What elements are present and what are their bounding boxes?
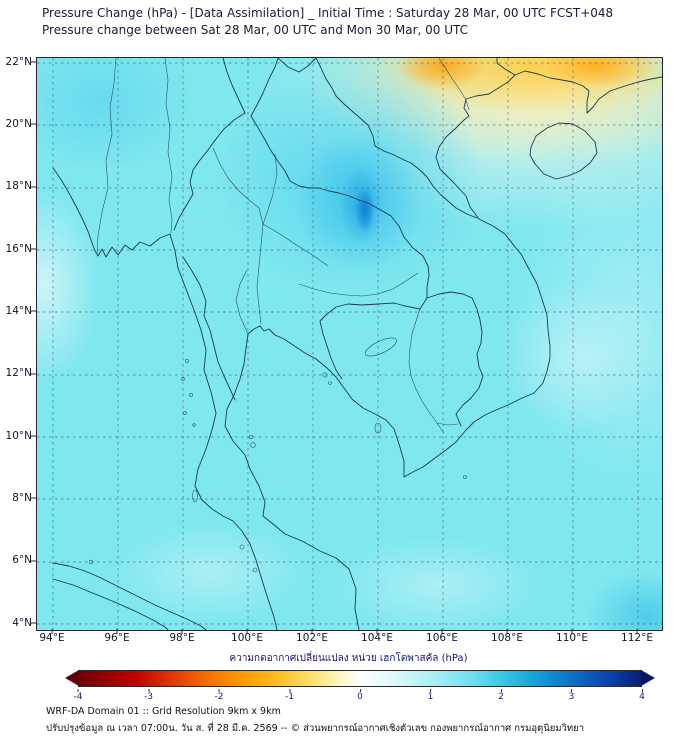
lat-label-22n: 22°N <box>5 56 32 68</box>
map-canvas <box>36 57 663 631</box>
border-thailand-myanmar-north <box>173 112 246 231</box>
colorbar <box>65 670 655 687</box>
lat-label-6n: 6°N <box>12 554 32 566</box>
lon-label-108e: 108°E <box>491 632 523 644</box>
border-myanmar-china-laos-top <box>222 58 317 117</box>
colorbar-tick: 4 <box>639 689 645 702</box>
graticule-gridlines <box>37 58 662 630</box>
colorbar-tick: -1 <box>285 689 294 702</box>
lat-label-8n: 8°N <box>12 492 32 504</box>
lon-label-102e: 102°E <box>296 632 328 644</box>
lat-label-18n: 18°N <box>5 180 32 192</box>
lon-label-112e: 112°E <box>621 632 653 644</box>
lon-label-106e: 106°E <box>426 632 458 644</box>
border-tenasserim <box>182 256 236 401</box>
lon-label-98e: 98°E <box>169 632 195 644</box>
border-laos-vietnam <box>315 58 478 219</box>
colorbar-tick: 3 <box>568 689 575 702</box>
river-red-river <box>438 58 470 111</box>
colorbar-tick: 0 <box>357 689 363 702</box>
figure-title-line2: Pressure change between Sat 28 Mar, 00 U… <box>42 23 468 37</box>
coastline-myanmar-west-peninsula <box>52 167 278 630</box>
border-vietnam-china <box>496 58 516 76</box>
colorbar-tick: -2 <box>214 689 224 702</box>
river-irrawaddy <box>96 58 117 255</box>
colorbar-right-arrow <box>641 670 655 686</box>
sumatra-coastline <box>52 562 207 630</box>
river-mekong-cambodia <box>408 308 459 434</box>
border-thailand-cambodia <box>319 302 421 380</box>
colorbar-title: ความกดอากาศเปลี่ยนแปลง หน่วย เฮกโตพาสคัล… <box>229 653 468 664</box>
small-islands <box>88 359 467 573</box>
river-nan <box>262 153 278 225</box>
colorbar-tick: -3 <box>144 689 153 702</box>
lat-label-10n: 10°N <box>5 430 32 442</box>
lon-label-94e: 94°E <box>39 632 65 644</box>
river-chao-phraya <box>212 147 264 325</box>
footer-update-copyright: ปรับปรุงข้อมูล ณ เวลา 07:00น. วัน ส. ที่… <box>46 723 585 734</box>
lon-label-100e: 100°E <box>231 632 263 644</box>
coastline-gulf-vietnam-china <box>224 70 662 630</box>
river-mun <box>298 272 419 297</box>
lon-label-96e: 96°E <box>104 632 130 644</box>
lake-tonle-sap <box>365 337 397 357</box>
lat-label-4n: 4°N <box>12 617 32 629</box>
lat-label-12n: 12°N <box>5 367 32 379</box>
colorbar-tick: 1 <box>427 689 434 702</box>
colorbar-left-arrow <box>65 670 79 686</box>
lat-label-14n: 14°N <box>5 305 32 317</box>
river-salween <box>164 58 173 234</box>
lon-label-104e: 104°E <box>361 632 393 644</box>
interior-range-lines <box>235 223 329 335</box>
colorbar-tick: -4 <box>73 689 83 702</box>
map-geography-svg <box>37 58 662 630</box>
footer-model-info: WRF-DA Domain 01 :: Grid Resolution 9km … <box>46 706 281 717</box>
lon-label-110e: 110°E <box>556 632 588 644</box>
lat-label-16n: 16°N <box>5 243 32 255</box>
colorbar-tick: 2 <box>498 689 504 702</box>
hainan-island <box>529 122 598 180</box>
lat-label-20n: 20°N <box>5 118 32 130</box>
border-thailand-laos-mekong <box>250 115 430 310</box>
colorbar-tick-labels: -4 -3 -2 -1 0 1 2 3 4 <box>74 689 645 702</box>
figure-title-line1: Pressure Change (hPa) - [Data Assimilati… <box>42 6 614 20</box>
